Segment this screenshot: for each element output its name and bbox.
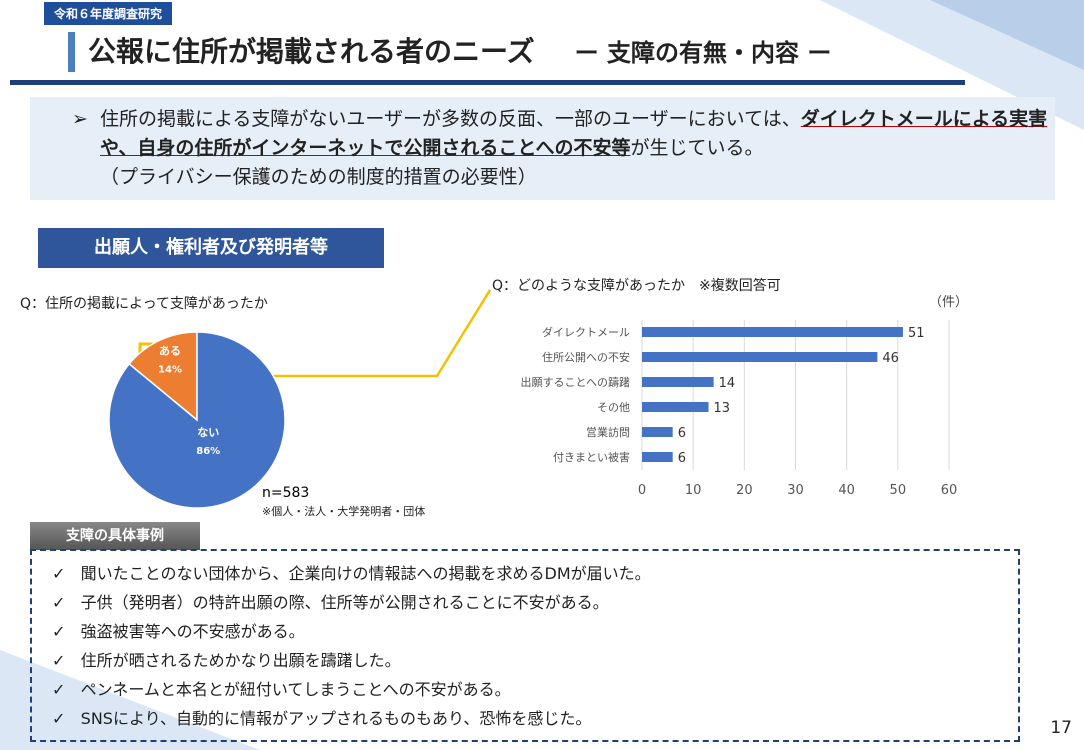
text: 住所の掲載による支障がないユーザーが多数の反面、一部のユーザーにおいては、 (100, 108, 801, 130)
unit-label: （件） (929, 295, 968, 310)
x-tick-label: 0 (638, 483, 646, 498)
x-tick-label: 10 (685, 483, 702, 498)
example-text: ペンネームと本名とが紐付いてしまうことへの不安がある。 (80, 680, 511, 699)
example-item: ✓ ペンネームと本名とが紐付いてしまうことへの不安がある。 (52, 680, 511, 699)
value-label: 6 (678, 451, 686, 466)
example-text: 強盗被害等への不安感がある。 (80, 622, 305, 641)
example-item: ✓ 住所が晒されるためかなり出願を躊躇した。 (52, 651, 401, 670)
section-title: 出願人・権利者及び発明者等 (38, 228, 384, 268)
chart-title: Q：どのような支障があったか ※複数回答可 (492, 277, 781, 294)
value-label: 14 (719, 376, 736, 391)
x-tick-label: 20 (736, 483, 753, 498)
example-item: ✓ 聞いたことのない団体から、企業向けの情報誌への掲載を求めるDMが届いた。 (52, 564, 651, 583)
title: 公報に住所が掲載される者のニーズ ー 支障の有無・内容 ー (88, 30, 831, 70)
bar (642, 427, 673, 437)
text: が生じている。 (630, 137, 764, 159)
slice-label: ない (197, 426, 219, 439)
summary-text: ➢ 住所の掲載による支障がないユーザーが多数の反面、一部のユーザーにおいては、ダ… (72, 108, 1048, 188)
bar (642, 377, 714, 387)
y-tick-label: 営業訪問 (586, 425, 630, 439)
example-text: 聞いたことのない団体から、企業向けの情報誌への掲載を求めるDMが届いた。 (80, 564, 651, 583)
tag: 令和６年度調査研究 (44, 2, 173, 25)
x-tick-label: 40 (838, 483, 855, 498)
example-item: ✓ 強盗被害等への不安感がある。 (52, 622, 305, 641)
title-bar (68, 32, 75, 72)
slice-label: ある (159, 345, 181, 358)
value-label: 46 (882, 351, 899, 366)
pie-slice (108, 331, 286, 509)
bar (642, 452, 673, 462)
y-tick-label: 付きまとい被害 (553, 450, 630, 464)
page-number: 17 (1050, 718, 1072, 738)
y-tick-label: ダイレクトメール (542, 325, 630, 339)
example-text: SNSにより、自動的に情報がアップされるものもあり、恐怖を感じた。 (80, 709, 592, 728)
value-label: 13 (714, 401, 731, 416)
value-label: 6 (678, 426, 686, 441)
bar (642, 327, 903, 337)
x-tick-label: 50 (890, 483, 907, 498)
bar (642, 402, 709, 412)
slice-value-label: 86% (196, 446, 220, 457)
example-text: 子供（発明者）の特許出願の際、住所等が公開されることに不安がある。 (80, 593, 609, 612)
chart-title: Q：住所の掲載によって支障があったか (20, 296, 268, 312)
pie-slice (128, 331, 198, 422)
decoration (930, 0, 1084, 70)
note: （プライバシー保護のための制度的措置の必要性） (100, 166, 537, 188)
example-item: ✓ 子供（発明者）の特許出願の際、住所等が公開されることに不安がある。 (52, 593, 609, 612)
y-tick-label: 住所公開への不安 (542, 350, 630, 364)
value-label: 51 (908, 326, 925, 341)
y-tick-label: その他 (597, 401, 630, 414)
title-text: 公報に住所が掲載される者のニーズ (88, 35, 535, 68)
y-tick-label: 出願することへの躊躇 (521, 375, 630, 389)
sample-size: n=583 (262, 485, 309, 501)
note: ※個人・法人・大学発明者・団体 (262, 504, 425, 518)
summary: ➢ 住所の掲載による支障がないユーザーが多数の反面、一部のユーザーにおいては、ダ… (30, 97, 1055, 200)
subtitle: ー 支障の有無・内容 ー (574, 39, 832, 67)
example-text: 住所が晒されるためかなり出願を躊躇した。 (80, 651, 401, 670)
decoration (0, 650, 260, 750)
bar (642, 352, 878, 362)
x-tick-label: 30 (787, 483, 804, 498)
emphasis: ダイレクトメールによる実害や、自身の住所がインターネットで公開されることへの不安… (100, 108, 1048, 159)
rule (10, 80, 965, 85)
x-tick-label: 60 (941, 483, 958, 498)
examples-box: ✓ 聞いたことのない団体から、企業向けの情報誌への掲載を求めるDMが届いた。 ✓ … (30, 549, 1020, 742)
connector (202, 289, 492, 378)
example-item: ✓ SNSにより、自動的に情報がアップされるものもあり、恐怖を感じた。 (52, 709, 592, 728)
examples-title: 支障の具体事例 (30, 522, 200, 550)
slice-value-label: 14% (158, 365, 182, 376)
